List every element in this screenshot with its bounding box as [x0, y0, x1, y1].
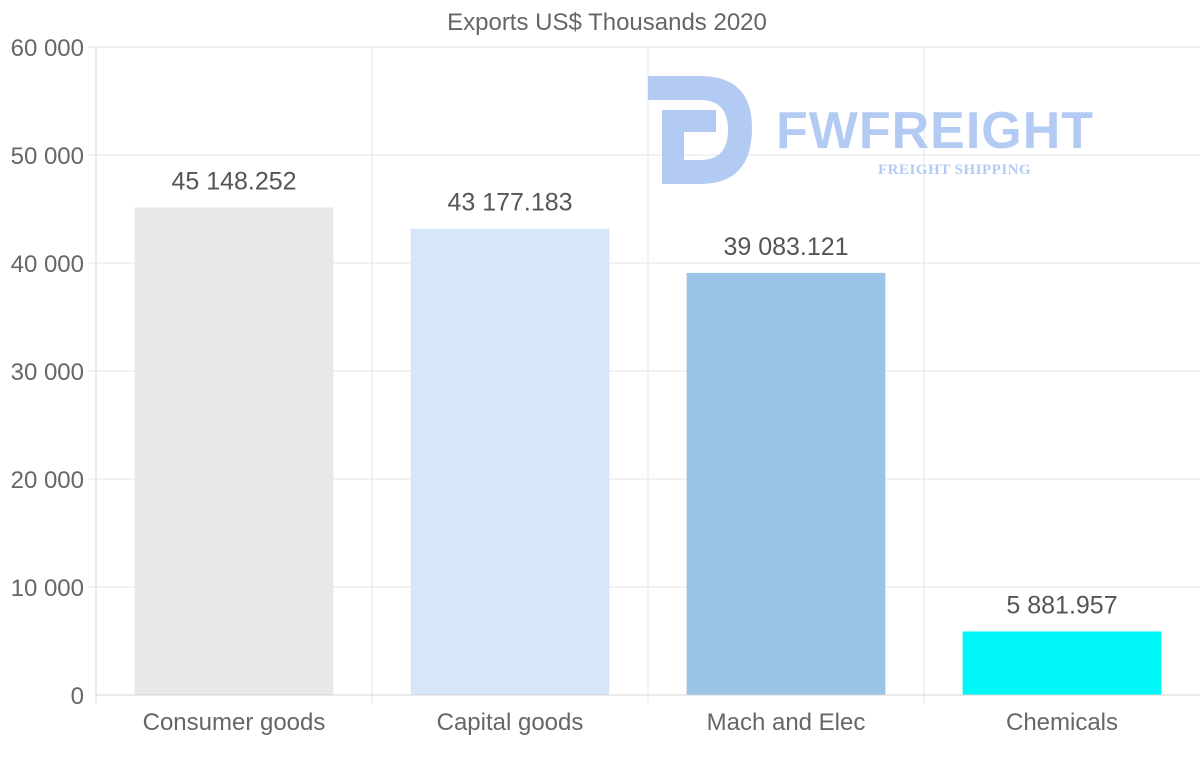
- x-category-label: Mach and Elec: [707, 709, 866, 736]
- y-tick-label: 40 000: [11, 251, 84, 278]
- watermark-brand-text: FWFREIGHT: [776, 102, 1094, 160]
- y-tick-label: 50 000: [11, 143, 84, 170]
- x-category-label: Consumer goods: [143, 709, 326, 736]
- x-category-label: Capital goods: [437, 709, 584, 736]
- bar: [686, 272, 886, 695]
- fwfreight-logo-icon: [648, 76, 752, 184]
- bar: [410, 228, 610, 696]
- y-tick-label: 10 000: [11, 575, 84, 602]
- y-tick-label: 60 000: [11, 35, 84, 62]
- y-tick-label: 0: [71, 683, 84, 710]
- y-tick-label: 30 000: [11, 359, 84, 386]
- bar-value-label: 5 881.957: [1006, 591, 1117, 619]
- watermark-tagline-text: FREIGHT SHIPPING: [878, 162, 1031, 178]
- bar-value-label: 39 083.121: [723, 233, 848, 261]
- data-labels: 45 148.252 43 177.183 39 083.121 5 881.957: [171, 167, 1117, 619]
- bar: [134, 207, 334, 696]
- fwfreight-watermark-logo: FWFREIGHT FREIGHT SHIPPING: [648, 76, 1094, 184]
- bar-value-label: 45 148.252: [171, 167, 296, 195]
- y-axis-ticks: 0 10 000 20 000 30 000 40 000 50 000 60 000: [11, 35, 84, 710]
- bar: [962, 631, 1162, 695]
- x-category-label: Chemicals: [1006, 709, 1118, 736]
- y-tick-label: 20 000: [11, 467, 84, 494]
- bar-value-label: 43 177.183: [447, 189, 572, 217]
- bars: [134, 207, 1162, 696]
- chart-title: Exports US$ Thousands 2020: [447, 9, 767, 36]
- x-axis-categories: Consumer goods Capital goods Mach and Elec…: [143, 709, 1118, 736]
